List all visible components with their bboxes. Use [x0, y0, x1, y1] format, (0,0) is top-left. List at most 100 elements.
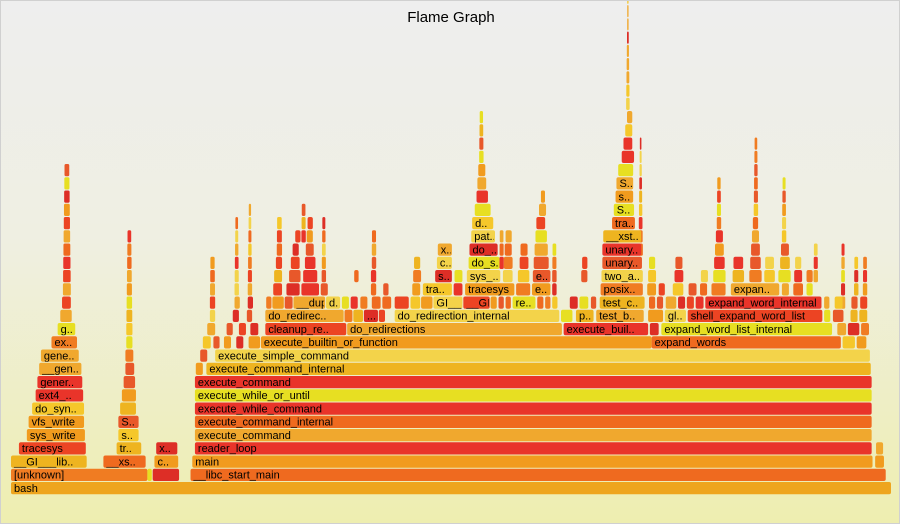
flame-frame[interactable]: vfs_write [28, 415, 85, 429]
flame-frame[interactable] [648, 270, 657, 283]
flame-frame[interactable] [674, 270, 684, 283]
flame-spike-frame[interactable] [639, 150, 642, 163]
flame-spike-frame[interactable] [841, 256, 845, 269]
flame-frame[interactable] [234, 296, 240, 309]
flame-frame-rect[interactable] [656, 296, 664, 309]
flame-frame-rect[interactable] [57, 323, 76, 336]
flame-frame-rect[interactable] [700, 270, 708, 283]
flame-frame[interactable] [421, 296, 433, 309]
flame-frame[interactable] [305, 243, 314, 256]
flame-frame[interactable] [250, 323, 259, 336]
flame-spike-frame[interactable] [301, 203, 306, 216]
flame-frame-rect[interactable] [422, 283, 452, 296]
flame-frame[interactable] [561, 309, 573, 322]
flame-spike-frame[interactable] [499, 230, 504, 243]
flame-frame[interactable] [413, 270, 422, 283]
flame-frame-rect[interactable] [824, 309, 831, 322]
flame-frame-rect[interactable] [350, 296, 358, 309]
flame-frame[interactable] [627, 111, 633, 124]
flame-spike-frame[interactable] [782, 177, 786, 190]
flame-frame[interactable]: re.. [512, 296, 536, 310]
flame-frame-rect[interactable] [11, 482, 891, 495]
flame-frame[interactable] [195, 362, 203, 375]
flame-spike-frame[interactable] [754, 164, 758, 177]
flame-frame-rect[interactable] [675, 256, 683, 269]
flame-frame-rect[interactable] [582, 256, 588, 269]
flame-frame-rect[interactable] [103, 455, 146, 468]
flame-frame[interactable] [711, 283, 726, 296]
flame-frame-rect[interactable] [26, 429, 85, 442]
flame-frame[interactable] [341, 296, 349, 309]
flame-frame-rect[interactable] [246, 309, 253, 322]
flame-frame[interactable]: __GI___ [463, 296, 509, 310]
flame-frame-rect[interactable] [649, 323, 659, 336]
flame-frame-rect[interactable] [859, 309, 868, 322]
flame-spike-frame[interactable] [63, 243, 71, 256]
flame-frame[interactable]: do_syn.. [32, 402, 85, 416]
flame-spike-frame[interactable] [234, 283, 239, 296]
flame-frame-rect[interactable] [307, 217, 313, 230]
flame-frame-rect[interactable] [247, 296, 253, 309]
flame-frame-rect[interactable] [284, 296, 293, 309]
flame-frame[interactable] [695, 296, 704, 309]
flame-frame-rect[interactable] [688, 283, 697, 296]
flame-frame-rect[interactable] [194, 402, 872, 415]
flame-frame[interactable]: expand_word_list_internal [661, 323, 833, 336]
flame-frame-rect[interactable] [613, 203, 635, 216]
flame-spike-frame[interactable] [754, 177, 758, 190]
flame-frame-rect[interactable] [503, 256, 513, 269]
flame-frame-rect[interactable] [649, 296, 656, 309]
flame-frame[interactable] [504, 243, 512, 256]
flame-frame-rect[interactable] [575, 309, 594, 322]
flame-frame[interactable]: bash [11, 482, 891, 495]
flame-frame-rect[interactable] [476, 190, 488, 203]
flame-frame[interactable] [248, 336, 261, 349]
flame-frame-rect[interactable] [51, 336, 77, 349]
flame-frame[interactable] [304, 256, 316, 269]
flame-spike-frame[interactable] [863, 270, 868, 283]
flame-frame[interactable] [715, 230, 723, 243]
flame-spike-frame[interactable] [126, 270, 132, 283]
flame-frame[interactable]: execute_builtin_or_function [260, 336, 652, 349]
flame-frame[interactable] [794, 270, 803, 283]
flame-frame-rect[interactable] [672, 283, 684, 296]
flame-frame-rect[interactable] [535, 230, 547, 243]
flame-frame-rect[interactable] [674, 270, 684, 283]
flame-frame-rect[interactable] [301, 283, 319, 296]
flame-spike-frame[interactable] [854, 270, 859, 283]
flame-frame-rect[interactable] [695, 296, 704, 309]
flame-frame-rect[interactable] [520, 243, 528, 256]
flame-frame[interactable] [295, 230, 301, 243]
flame-spike-frame[interactable] [126, 296, 133, 309]
flame-frame[interactable] [307, 217, 313, 230]
flame-frame-rect[interactable] [713, 270, 726, 283]
flame-frame[interactable] [623, 137, 633, 150]
flame-spike-frame[interactable] [627, 1, 629, 4]
flame-frame-rect[interactable] [190, 468, 886, 481]
flame-frame[interactable] [665, 296, 677, 309]
flame-frame[interactable] [286, 283, 300, 296]
flame-spike-frame[interactable] [371, 230, 377, 243]
flame-frame[interactable] [535, 230, 547, 243]
flame-frame[interactable]: c.. [154, 455, 179, 469]
flame-spike-frame[interactable] [235, 230, 239, 243]
flame-spike-frame[interactable] [248, 230, 252, 243]
flame-spike-frame[interactable] [782, 217, 787, 230]
flame-frame-rect[interactable] [250, 323, 259, 336]
flame-frame[interactable] [875, 455, 884, 468]
flame-frame-rect[interactable] [471, 230, 495, 243]
flame-frame-rect[interactable] [715, 243, 724, 256]
flame-frame-rect[interactable] [223, 336, 231, 349]
flame-spike-frame[interactable] [479, 111, 484, 124]
flame-frame-rect[interactable] [209, 309, 216, 322]
flame-frame-rect[interactable] [781, 243, 789, 256]
flame-frame[interactable]: execute_command [194, 376, 872, 389]
flame-frame[interactable]: ext4_.. [35, 389, 84, 402]
flame-frame-rect[interactable] [502, 270, 513, 283]
flame-frame-rect[interactable] [806, 270, 813, 283]
flame-frame-rect[interactable] [274, 270, 283, 283]
flame-spike-frame[interactable] [813, 256, 818, 269]
flame-spike-frame[interactable] [248, 256, 252, 269]
flame-frame[interactable] [837, 323, 847, 336]
flame-spike-frame[interactable] [126, 323, 133, 336]
